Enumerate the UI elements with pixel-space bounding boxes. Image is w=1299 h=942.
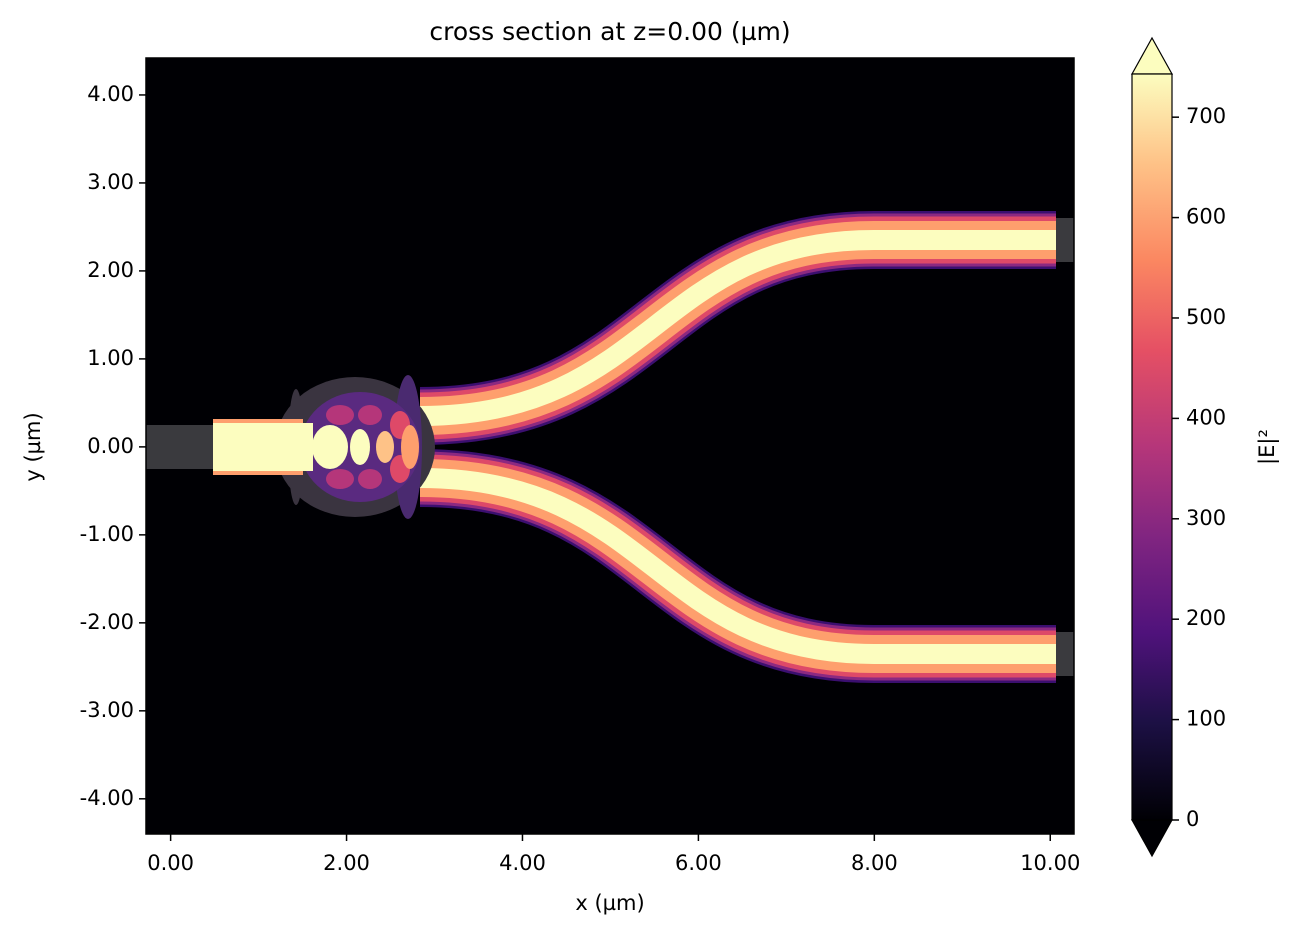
colorbar (1131, 73, 1173, 821)
y-tick-label: -1.00 (80, 522, 134, 546)
colorbar-tick-label: 700 (1186, 104, 1226, 128)
x-tick-label: 6.00 (675, 851, 722, 875)
y-tick-label: 0.00 (87, 434, 134, 458)
x-tick-label: 10.00 (1020, 851, 1080, 875)
y-axis-label: y (µm) (21, 412, 45, 481)
colorbar-tick-label: 300 (1186, 506, 1226, 530)
y-tick-label: 3.00 (87, 170, 134, 194)
x-tick-label: 8.00 (851, 851, 898, 875)
x-tick-label: 0.00 (147, 851, 194, 875)
x-axis-label: x (µm) (575, 891, 644, 915)
colorbar-extend-max (1130, 36, 1174, 75)
colorbar-tick-label: 500 (1186, 305, 1226, 329)
colorbar-tick-label: 200 (1186, 606, 1226, 630)
plot-frame (145, 57, 1075, 835)
y-tick-label: -4.00 (80, 786, 134, 810)
x-tick-label: 2.00 (323, 851, 370, 875)
colorbar-tick-label: 600 (1186, 205, 1226, 229)
y-tick-label: -2.00 (80, 610, 134, 634)
colorbar-tick-label: 400 (1186, 405, 1226, 429)
y-tick-label: -3.00 (80, 698, 134, 722)
colorbar-label: |E|² (1255, 429, 1280, 465)
y-tick-label: 1.00 (87, 346, 134, 370)
x-tick-label: 4.00 (499, 851, 546, 875)
colorbar-tick-label: 0 (1186, 807, 1199, 831)
y-tick-label: 4.00 (87, 82, 134, 106)
colorbar-extend-min (1130, 819, 1174, 858)
field-image (146, 58, 1074, 834)
chart-title: cross section at z=0.00 (µm) (429, 17, 790, 46)
colorbar-tick-label: 100 (1186, 707, 1226, 731)
y-tick-label: 2.00 (87, 258, 134, 282)
